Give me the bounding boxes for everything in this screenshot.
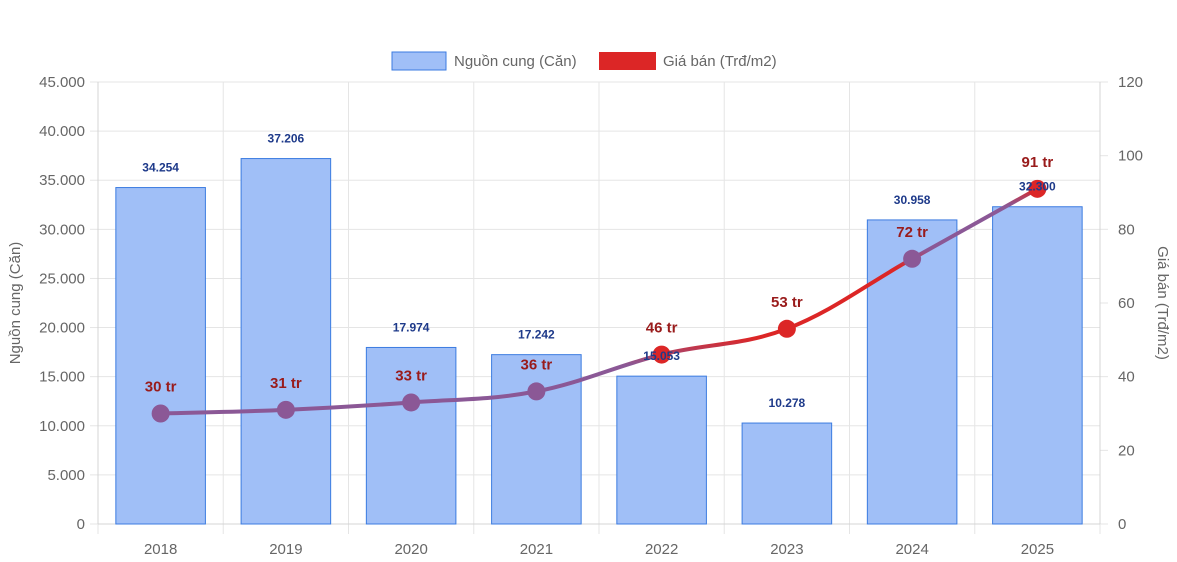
- x-tick-label: 2019: [269, 541, 302, 558]
- x-tick-label: 2018: [144, 541, 177, 558]
- bar-series: [115, 158, 1083, 525]
- y2-tick-label: 0: [1118, 516, 1126, 533]
- x-tick-label: 2020: [394, 541, 427, 558]
- line-data-label: 53 tr: [771, 294, 803, 311]
- y2-tick-label: 20: [1118, 442, 1135, 459]
- x-tick-label: 2022: [645, 541, 678, 558]
- data-labels: 34.254 37.206 17.974 17.242 15.053 10.278 30.9…: [142, 132, 1056, 410]
- y-tick-label: 20.000: [39, 320, 85, 337]
- y-tick-label: 10.000: [39, 418, 85, 435]
- bar-data-label: 17.974: [393, 320, 430, 334]
- legend-swatch-supply: [391, 51, 447, 71]
- y2-tick-label: 80: [1118, 221, 1135, 238]
- bar: [115, 187, 206, 525]
- axes: 0 5.000 10.000 15.000 20.000 25.000 30.000 35.0…: [7, 74, 1171, 558]
- y-tick-label: 30.000: [39, 221, 85, 238]
- x-tick-label: 2024: [895, 541, 928, 558]
- bar-data-label: 17.242: [518, 328, 555, 342]
- bar-data-label: 32.300: [1019, 180, 1056, 194]
- line-point: [402, 393, 421, 412]
- line-point: [151, 404, 170, 423]
- y2-tick-label: 60: [1118, 295, 1135, 312]
- y-tick-label: 15.000: [39, 369, 85, 386]
- line-data-label: 30 tr: [145, 379, 177, 396]
- y-tick-label: 5.000: [47, 467, 85, 484]
- line-point: [276, 400, 295, 419]
- bar: [866, 219, 958, 525]
- bar: [240, 158, 332, 525]
- bar-data-label: 34.254: [142, 161, 179, 175]
- line-data-label: 46 tr: [646, 320, 678, 337]
- y-tick-label: 35.000: [39, 172, 85, 189]
- bar: [616, 375, 707, 525]
- line-data-label: 33 tr: [395, 367, 427, 384]
- line-data-label: 31 tr: [270, 375, 302, 392]
- x-tick-label: 2021: [520, 541, 553, 558]
- x-tick-label: 2023: [770, 541, 803, 558]
- y-axis-title: Nguồn cung (Căn): [7, 242, 24, 365]
- line-point: [903, 249, 922, 268]
- line-point: [652, 345, 671, 364]
- legend-swatch-price: [599, 52, 656, 70]
- legend-label-price: Giá bán (Trđ/m2): [663, 53, 777, 70]
- x-tick-label: 2025: [1021, 541, 1054, 558]
- bar-data-label: 15.053: [643, 349, 680, 363]
- y2-tick-label: 100: [1118, 148, 1143, 165]
- bar-data-label: 10.278: [769, 396, 806, 410]
- bar: [992, 206, 1083, 525]
- line-point: [527, 382, 546, 401]
- line-point: [777, 319, 796, 338]
- y-tick-label: 0: [77, 516, 85, 533]
- price-line: [158, 186, 1040, 416]
- legend: Nguồn cung (Căn) Giá bán (Trđ/m2): [391, 51, 777, 71]
- line-point: [1028, 179, 1047, 198]
- line-series: [151, 179, 1047, 423]
- bar: [741, 422, 833, 525]
- bar: [491, 354, 582, 525]
- y-tick-label: 25.000: [39, 270, 85, 287]
- y-tick-label: 40.000: [39, 123, 85, 140]
- y-tick-label: 45.000: [39, 74, 85, 91]
- line-data-label: 72 tr: [896, 224, 928, 241]
- bar-data-label: 30.958: [894, 193, 931, 207]
- legend-label-supply: Nguồn cung (Căn): [454, 53, 577, 70]
- line-data-label: 36 tr: [521, 356, 553, 373]
- y2-tick-label: 120: [1118, 74, 1143, 91]
- y2-tick-label: 40: [1118, 369, 1135, 386]
- line-data-label: 91 tr: [1022, 154, 1054, 171]
- bar: [365, 346, 457, 525]
- y2-axis-title: Giá bán (Trđ/m2): [1154, 246, 1171, 360]
- bar-data-label: 37.206: [268, 132, 305, 146]
